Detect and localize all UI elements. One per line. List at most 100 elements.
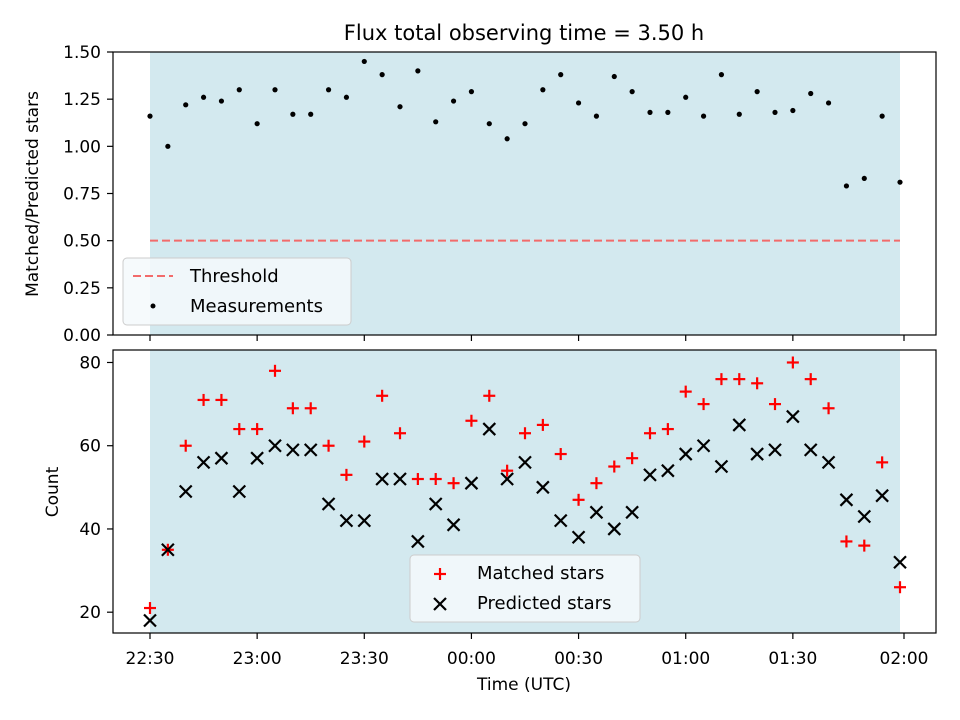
legend-measurements-label: Measurements — [190, 296, 323, 317]
top-y-tick-label: 0.50 — [63, 232, 101, 252]
predicted-points — [143, 409, 907, 628]
measurement-point — [808, 90, 814, 97]
predicted-point — [286, 443, 300, 457]
measurement-point — [665, 109, 671, 115]
predicted-point — [661, 463, 675, 478]
matched-point — [376, 389, 389, 402]
x-tick-label: 02:00 — [880, 649, 929, 669]
predicted-point — [571, 530, 586, 545]
predicted-point — [839, 493, 854, 507]
matched-point — [733, 373, 746, 386]
measurement-point — [379, 72, 385, 78]
measurement-point — [647, 109, 653, 115]
top-y-tick-label: 0.75 — [63, 185, 101, 205]
matched-point — [644, 427, 656, 440]
legend-matched-label: Matched stars — [477, 563, 604, 584]
top-legend: Threshold Measurements — [122, 257, 352, 326]
matched-point — [447, 477, 460, 490]
predicted-point — [893, 555, 907, 570]
predicted-point — [857, 509, 872, 524]
matched-point — [144, 602, 156, 615]
measurement-point — [361, 58, 367, 65]
predicted-point — [321, 497, 336, 511]
measurement-point — [879, 113, 885, 119]
matched-point — [554, 448, 567, 461]
matched-point — [411, 473, 424, 486]
bottom-legend: Matched stars Predicted stars — [409, 554, 641, 623]
legend-predicted-swatch — [433, 597, 447, 611]
legend-matched-swatch — [434, 568, 446, 580]
measurement-point — [861, 175, 867, 182]
top-y-tick-label: 0.00 — [63, 326, 101, 346]
predicted-point — [786, 409, 800, 424]
measurement-point — [272, 87, 278, 93]
measurement-point — [218, 98, 225, 104]
measurement-point — [772, 109, 778, 115]
measurement-point — [558, 72, 564, 78]
bottom-x-axis-ticks: 22:30 23:00 23:30 00:00 00:30 01:00 01:30 02:00 — [126, 633, 929, 669]
measurement-point — [754, 89, 760, 95]
matched-point — [340, 468, 353, 481]
matched-point — [858, 539, 871, 552]
measurement-point — [629, 89, 635, 95]
measurement-point — [700, 113, 707, 119]
matched-point — [233, 423, 246, 436]
measurement-point — [897, 179, 903, 185]
x-axis-label: Time (UTC) — [476, 675, 571, 695]
matched-point — [751, 377, 764, 390]
matched-point — [697, 398, 710, 411]
predicted-point — [696, 438, 711, 453]
measurement-point — [683, 94, 689, 100]
predicted-point — [536, 480, 550, 495]
top-y-tick-label: 1.00 — [63, 137, 101, 157]
measurement-point — [308, 111, 314, 117]
measurement-point — [183, 102, 189, 108]
matched-points — [144, 356, 906, 615]
predicted-point — [214, 451, 229, 465]
measurement-point — [468, 89, 475, 95]
predicted-point — [678, 447, 693, 461]
bottom-y-tick-label: 20 — [79, 603, 101, 623]
matched-point — [197, 393, 210, 406]
predicted-point — [357, 513, 372, 528]
measurement-point — [718, 72, 725, 78]
predicted-point — [821, 455, 836, 470]
measurement-point — [611, 73, 617, 80]
top-legend-box — [122, 257, 352, 326]
measurement-point — [147, 113, 153, 119]
top-x-axis-ticks — [149, 335, 905, 341]
measurement-point — [593, 113, 600, 119]
matched-point — [251, 423, 264, 436]
matched-point — [501, 464, 514, 477]
top-y-tick-label: 1.25 — [63, 90, 101, 110]
matched-point — [661, 423, 674, 436]
predicted-point — [750, 447, 764, 461]
matched-point — [822, 402, 835, 415]
x-tick-label: 23:00 — [233, 649, 282, 669]
x-tick-label: 22:30 — [126, 649, 175, 669]
bottom-y-tick-label: 80 — [79, 353, 101, 373]
measurement-point — [575, 100, 582, 106]
matched-point — [394, 427, 406, 440]
measurement-point — [165, 143, 171, 149]
matched-point — [483, 389, 496, 402]
x-tick-label: 00:30 — [554, 649, 603, 669]
measurement-point — [736, 111, 742, 117]
matched-point — [304, 402, 317, 415]
bottom-y-tick-label: 60 — [79, 437, 101, 457]
matched-point — [769, 398, 781, 411]
measurement-point — [433, 119, 439, 125]
bottom-legend-box — [409, 554, 641, 623]
top-y-axis-label: Matched/Predicted stars — [23, 91, 43, 297]
measurement-point — [540, 87, 546, 93]
matched-point — [590, 477, 603, 490]
measurement-point — [290, 111, 296, 117]
predicted-point — [393, 472, 407, 486]
matched-point — [679, 385, 692, 398]
predicted-point — [196, 455, 211, 470]
top-y-axis-ticks: 0.00 0.25 0.50 0.75 1.00 1.25 1.50 — [63, 43, 113, 346]
top-plot-frame — [112, 51, 937, 336]
predicted-point — [482, 422, 497, 436]
predicted-point — [303, 443, 318, 457]
predicted-point — [143, 613, 157, 628]
